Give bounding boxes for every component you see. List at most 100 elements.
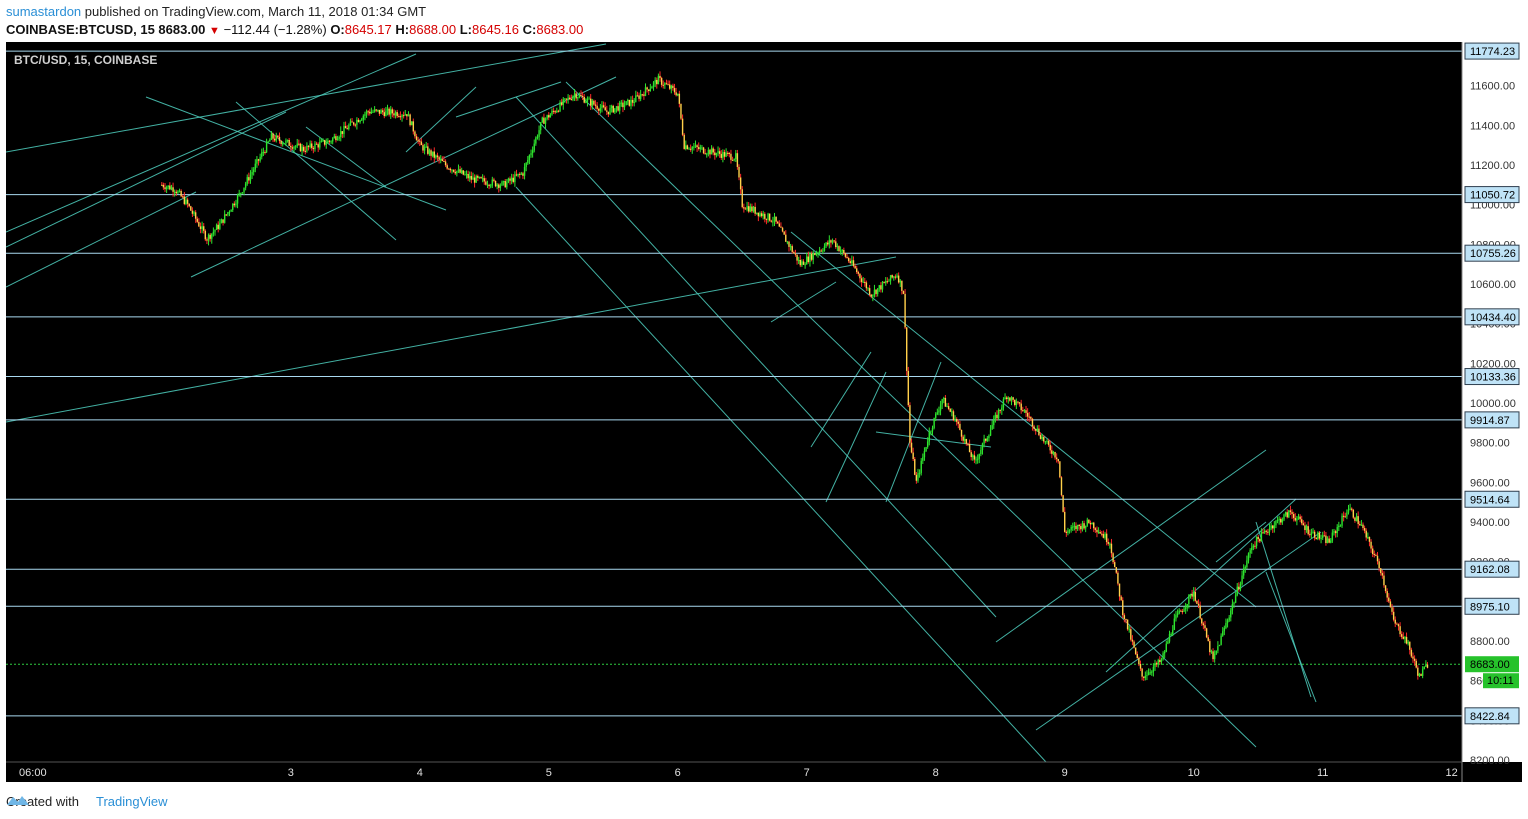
candle-body (470, 175, 473, 180)
candle-body (581, 96, 584, 98)
candle-body (947, 406, 950, 409)
candle-body (951, 411, 953, 413)
author-link[interactable]: sumastardon (6, 4, 82, 19)
candle-body (1228, 617, 1230, 621)
candle-body (1310, 532, 1313, 536)
candle-body (980, 450, 982, 455)
candle-body (401, 115, 403, 118)
candle-body (1160, 659, 1163, 662)
candle-body (1204, 625, 1206, 629)
candle-body (738, 166, 740, 178)
candle-body (343, 126, 345, 134)
candle-body (1328, 538, 1330, 543)
candle-body (1326, 538, 1329, 544)
candle-body (717, 151, 719, 154)
candle-body (396, 112, 398, 117)
candle-body (391, 109, 394, 114)
candle-body (667, 84, 669, 86)
chart-panel[interactable]: BTC/USD, 15, COINBASE 11600.00 11400.00 11… (6, 42, 1522, 782)
candle-body (859, 273, 861, 279)
candle-body (815, 253, 818, 255)
candle-body (235, 203, 237, 206)
candle-body (943, 397, 945, 400)
candle-body (1238, 586, 1240, 590)
candle-body (757, 212, 760, 217)
candle-body (1036, 428, 1039, 431)
candle-body (296, 143, 298, 147)
candle-body (1384, 585, 1387, 592)
candle-body (952, 411, 955, 421)
candle-body (285, 140, 287, 144)
candle-body (806, 256, 808, 265)
candle-body (369, 111, 371, 114)
candle-body (311, 143, 313, 148)
candle-body (736, 153, 739, 167)
candle-body (1126, 619, 1129, 630)
candle-body (1023, 410, 1026, 412)
candle-body (588, 98, 590, 100)
tradingview-link[interactable]: TradingView (96, 794, 168, 809)
candle-body (1230, 610, 1232, 618)
candle-body (251, 172, 253, 175)
candle-body (1220, 635, 1222, 645)
candle-body (538, 130, 540, 137)
open-value: 8645.17 (344, 22, 392, 37)
candle-body (917, 473, 919, 481)
candle-body (1065, 531, 1068, 533)
candle-body (209, 234, 211, 239)
candle-body (770, 220, 772, 222)
price-chart[interactable]: 11600.0011400.0011200.0011000.0010800.00… (6, 42, 1522, 782)
x-tick-label: 7 (804, 767, 810, 779)
candle-body (504, 181, 506, 188)
candle-body (1064, 511, 1066, 532)
candle-body (939, 404, 942, 411)
trendline (885, 361, 942, 503)
candle-body (631, 99, 634, 103)
candle-body (654, 79, 656, 83)
candle-body (764, 213, 766, 219)
candle-body (269, 139, 271, 142)
candle-body (1104, 533, 1106, 538)
candle-body (580, 95, 582, 97)
candle-body (412, 121, 415, 132)
candle-body (480, 177, 482, 179)
candle-body (1122, 600, 1124, 616)
candle-body (1138, 658, 1140, 665)
candle-body (1184, 607, 1187, 609)
candle-body (760, 213, 763, 217)
candle-body (1272, 525, 1274, 529)
candle-body (1155, 663, 1158, 665)
candle-body (677, 93, 679, 96)
candle-body (941, 399, 943, 405)
candle-body (572, 96, 574, 100)
candle-body (507, 178, 510, 183)
candle-body (876, 288, 879, 294)
candle-body (868, 288, 871, 295)
candle-body (491, 179, 494, 186)
candle-body (1139, 664, 1142, 669)
candle-body (670, 85, 672, 89)
candle-body (338, 137, 340, 139)
candle-body (915, 474, 918, 481)
candle-body (1193, 591, 1195, 597)
candle-body (801, 261, 803, 266)
candle-body (569, 97, 571, 99)
trendline (515, 96, 997, 618)
candle-body (831, 240, 834, 243)
candle-body (1217, 646, 1219, 651)
candle-body (188, 203, 190, 207)
trendline (6, 53, 417, 233)
candle-body (1110, 543, 1113, 554)
candle-body (641, 94, 643, 96)
candle-body (1028, 416, 1030, 418)
candle-body (846, 256, 848, 259)
candle-body (636, 95, 639, 97)
candle-body (1346, 512, 1348, 517)
candle-body (1133, 641, 1135, 648)
candle-body (1360, 524, 1363, 526)
candle-body (570, 98, 573, 100)
candle-body (1067, 530, 1069, 533)
candle-body (889, 275, 892, 281)
candle-body (1041, 436, 1043, 439)
candle-body (481, 178, 484, 180)
